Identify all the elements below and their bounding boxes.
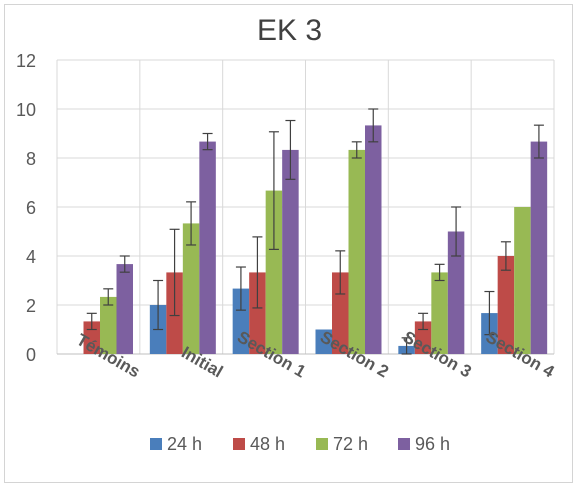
y-tick-label: 4 <box>26 247 36 267</box>
bar <box>265 190 283 354</box>
y-tick-label: 2 <box>26 296 36 316</box>
bar <box>199 141 216 354</box>
bar <box>116 264 133 354</box>
bar <box>182 223 200 354</box>
chart-title: EK 3 <box>256 14 323 47</box>
bar <box>232 288 250 354</box>
y-tick-label: 6 <box>26 198 36 218</box>
y-tick-label: 0 <box>26 345 36 365</box>
y-axis: 0 2 4 6 8 10 12 <box>16 51 36 365</box>
legend-swatch <box>233 438 245 450</box>
bar <box>431 272 448 354</box>
legend-label: 48 h <box>250 434 285 454</box>
bar <box>315 329 332 354</box>
y-tick-label: 10 <box>16 100 36 120</box>
gridlines <box>56 59 555 355</box>
y-tick-label: 8 <box>26 149 36 169</box>
legend-label: 96 h <box>415 434 450 454</box>
bar <box>332 272 349 354</box>
bar <box>348 149 365 354</box>
legend: 24 h 48 h 72 h 96 h <box>150 434 450 454</box>
legend-swatch <box>316 438 328 450</box>
bar <box>530 141 548 354</box>
y-tick-label: 12 <box>16 51 36 71</box>
bar <box>514 207 531 354</box>
legend-swatch <box>398 438 410 450</box>
bar <box>365 125 382 354</box>
bar <box>100 296 117 354</box>
bar <box>497 256 515 354</box>
error-bars <box>86 108 544 355</box>
bars <box>83 125 548 354</box>
bar <box>249 272 266 354</box>
legend-label: 24 h <box>167 434 202 454</box>
bar <box>447 231 465 354</box>
legend-swatch <box>150 438 162 450</box>
legend-label: 72 h <box>333 434 368 454</box>
bar <box>282 149 299 354</box>
